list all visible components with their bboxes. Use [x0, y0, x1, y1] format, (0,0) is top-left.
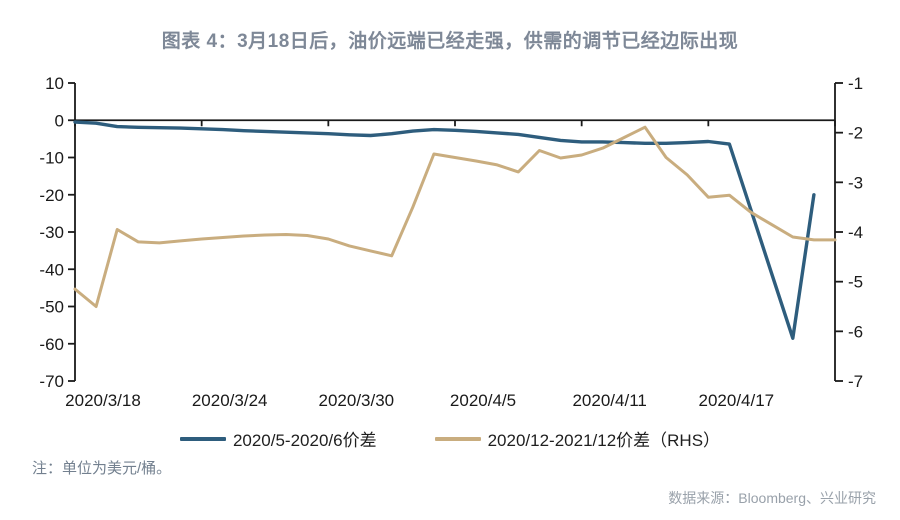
x-axis-tick-label: 2020/3/30 — [319, 391, 395, 410]
left-axis-tick-label: -70 — [39, 372, 64, 391]
left-axis-tick-label: -60 — [39, 335, 64, 354]
right-axis-tick-label: -1 — [848, 74, 863, 93]
x-axis-tick-label: 2020/4/17 — [699, 391, 775, 410]
left-axis-tick-label: -20 — [39, 186, 64, 205]
right-axis-tick-label: -5 — [848, 273, 863, 292]
x-axis-tick-label: 2020/4/11 — [572, 391, 646, 410]
legend-line-swatch-blue — [179, 436, 226, 441]
series-line-far-spread — [73, 125, 837, 308]
legend-label-far-spread: 2020/12-2021/12价差（RHS） — [487, 431, 721, 450]
left-axis-tick-label: 10 — [45, 74, 64, 93]
right-axis-tick-label: -3 — [848, 173, 863, 192]
left-axis-tick-label: 0 — [55, 111, 64, 130]
right-axis-tick-label: -2 — [848, 124, 863, 143]
right-axis-tick-label: -6 — [848, 322, 863, 341]
legend-line-swatch-tan — [434, 436, 481, 441]
x-axis-tick-label: 2020/4/5 — [450, 391, 516, 410]
series-line-near-spread — [73, 120, 816, 340]
left-axis-tick-label: -10 — [39, 149, 64, 168]
chart-legend: 2020/5-2020/6价差 2020/12-2021/12价差（RHS） — [0, 426, 900, 451]
left-axis-tick-label: -30 — [39, 223, 64, 242]
data-source: 数据来源：Bloomberg、兴业研究 — [668, 490, 876, 506]
chart-title: 图表 4：3月18日后，油价远端已经走强，供需的调节已经边际出现 — [161, 31, 739, 52]
left-axis-tick-label: -50 — [39, 298, 64, 317]
legend-label-near-spread: 2020/5-2020/6价差 — [232, 431, 377, 450]
chart-note: 注：单位为美元/桶。 — [32, 460, 172, 477]
left-axis-tick-label: -40 — [39, 260, 64, 279]
legend-item-near-spread: 2020/5-2020/6价差 — [179, 426, 377, 451]
x-axis-tick-label: 2020/3/18 — [65, 391, 141, 410]
legend-item-far-spread: 2020/12-2021/12价差（RHS） — [434, 426, 721, 451]
right-axis-tick-label: -7 — [848, 372, 863, 391]
x-axis-tick-label: 2020/3/24 — [192, 391, 268, 410]
right-axis-tick-label: -4 — [848, 223, 863, 242]
